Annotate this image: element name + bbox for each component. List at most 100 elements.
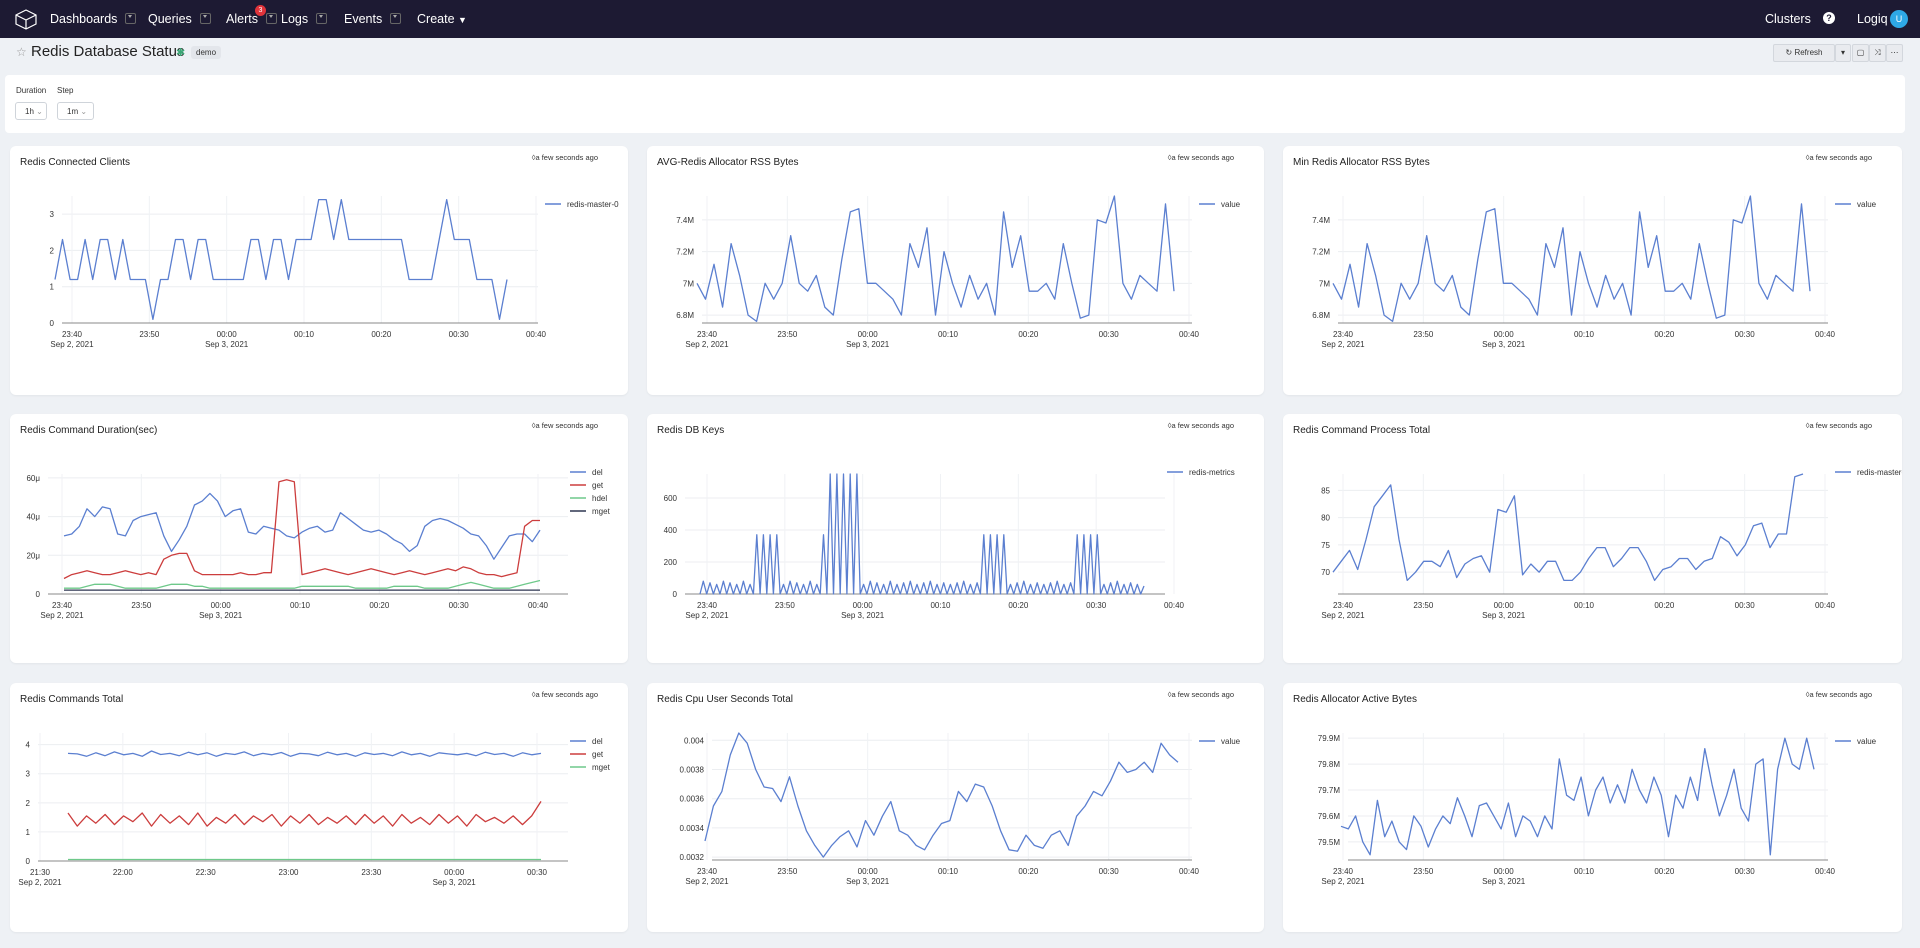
nav-dashboards[interactable]: Dashboards [50, 12, 137, 26]
more-options-button[interactable]: ⋯ [1886, 44, 1903, 62]
x-tick-label: 00:00 [211, 601, 232, 610]
panel-title: Redis Allocator Active Bytes [1293, 694, 1417, 705]
dashboard-tag[interactable]: demo [191, 46, 222, 59]
legend-label: del [592, 737, 603, 746]
panel-timestamp: a few seconds ago [532, 421, 598, 430]
y-tick-label: 0 [50, 319, 55, 328]
x-tick-label: 00:40 [1179, 867, 1200, 876]
y-tick-label: 7M [1319, 279, 1330, 288]
series-line-redis-metrics [699, 473, 1145, 595]
alerts-count-badge: 3 [255, 5, 266, 16]
share-icon: ⤨ [1874, 48, 1881, 57]
y-tick-label: 7.2M [1312, 248, 1330, 257]
x-tick-label: 23:00 [278, 868, 299, 877]
x-tick-sublabel: Sep 2, 2021 [1321, 877, 1365, 886]
x-tick-label: 23:40 [697, 330, 718, 339]
x-tick-sublabel: Sep 3, 2021 [433, 878, 477, 887]
refresh-icon: ↻ [1785, 48, 1795, 57]
x-tick-label: 00:00 [1494, 867, 1515, 876]
y-tick-label: 79.8M [1318, 760, 1341, 769]
refresh-dropdown-button[interactable]: ▾ [1835, 44, 1851, 62]
x-tick-label: 00:10 [938, 867, 959, 876]
y-tick-label: 400 [664, 526, 678, 535]
nav-queries[interactable]: Queries [148, 12, 211, 26]
x-tick-label: 23:40 [697, 601, 718, 610]
fullscreen-button[interactable]: ▢ [1852, 44, 1869, 62]
series-line-value [696, 195, 1175, 323]
x-tick-label: 23:40 [1333, 601, 1354, 610]
top-navbar: Dashboards Queries Alerts 3 Logs Events … [0, 0, 1920, 38]
x-tick-label: 00:30 [1099, 867, 1120, 876]
x-tick-label: 23:30 [361, 868, 382, 877]
nav-create[interactable]: Create ▼ [417, 12, 467, 26]
x-tick-label: 00:40 [526, 330, 547, 339]
y-tick-label: 3 [26, 770, 31, 779]
y-tick-label: 0 [26, 857, 31, 866]
step-select[interactable]: 1m ⌄ [57, 102, 94, 120]
x-tick-label: 23:40 [697, 867, 718, 876]
panel-timestamp: a few seconds ago [1806, 153, 1872, 162]
x-tick-label: 23:50 [131, 601, 152, 610]
nav-clusters[interactable]: Clusters [1765, 12, 1811, 26]
x-tick-label: 00:00 [444, 868, 465, 877]
y-tick-label: 0.0036 [680, 795, 705, 804]
nav-events[interactable]: Events [344, 12, 402, 26]
x-tick-sublabel: Sep 2, 2021 [50, 340, 94, 349]
chevron-down-icon [199, 13, 211, 24]
settings-gear-icon[interactable]: ✱ [176, 47, 186, 59]
x-tick-label: 00:10 [930, 601, 951, 610]
panel-cpu-user-seconds: Redis Cpu User Seconds Total a few secon… [647, 683, 1264, 932]
x-tick-label: 00:30 [1735, 330, 1756, 339]
help-icon[interactable]: ? [1823, 12, 1835, 24]
y-tick-label: 75 [1321, 541, 1330, 550]
series-line-del [63, 492, 541, 560]
x-tick-label: 00:30 [1735, 867, 1756, 876]
legend-label: redis-metrics [1189, 468, 1235, 477]
user-menu[interactable]: Logiq [1857, 12, 1888, 26]
nav-alerts[interactable]: Alerts [226, 12, 277, 26]
x-tick-label: 00:00 [853, 601, 874, 610]
step-label: Step [57, 86, 74, 95]
legend-label: value [1221, 737, 1241, 746]
more-icon: ⋯ [1890, 48, 1899, 57]
x-tick-label: 23:50 [1413, 330, 1434, 339]
legend-label: hdel [592, 494, 607, 503]
x-tick-label: 00:20 [1008, 601, 1029, 610]
avatar[interactable]: U [1890, 10, 1908, 28]
legend-label: get [592, 750, 604, 759]
legend-label: value [1221, 200, 1241, 209]
y-tick-label: 0.004 [684, 736, 705, 745]
series-line-get [67, 801, 542, 827]
favorite-star-icon[interactable]: ☆ [16, 45, 27, 59]
x-tick-label: 00:20 [1654, 867, 1675, 876]
share-button[interactable]: ⤨ [1869, 44, 1886, 62]
nav-logs[interactable]: Logs [281, 12, 328, 26]
x-tick-sublabel: Sep 3, 2021 [205, 340, 249, 349]
duration-select[interactable]: 1h ⌄ [15, 102, 47, 120]
panel-min-allocator-rss: Min Redis Allocator RSS Bytes a few seco… [1283, 146, 1902, 395]
logiq-logo-icon[interactable] [14, 8, 38, 30]
panel-title: Redis Command Duration(sec) [20, 425, 158, 436]
refresh-button[interactable]: ↻ Refresh [1773, 44, 1835, 62]
series-line-redis-master-0 [54, 198, 508, 321]
x-tick-sublabel: Sep 3, 2021 [1482, 611, 1526, 620]
x-tick-label: 00:30 [1735, 601, 1756, 610]
y-tick-label: 0.0038 [680, 765, 705, 774]
x-tick-label: 00:10 [1574, 601, 1595, 610]
y-tick-label: 20μ [26, 551, 40, 560]
y-tick-label: 200 [664, 558, 678, 567]
legend-label: redis-master-0 [567, 200, 619, 209]
y-tick-label: 2 [50, 246, 55, 255]
y-tick-label: 40μ [26, 513, 40, 522]
panel-timestamp: a few seconds ago [1168, 153, 1234, 162]
panel-avg-allocator-rss: AVG-Redis Allocator RSS Bytes a few seco… [647, 146, 1264, 395]
